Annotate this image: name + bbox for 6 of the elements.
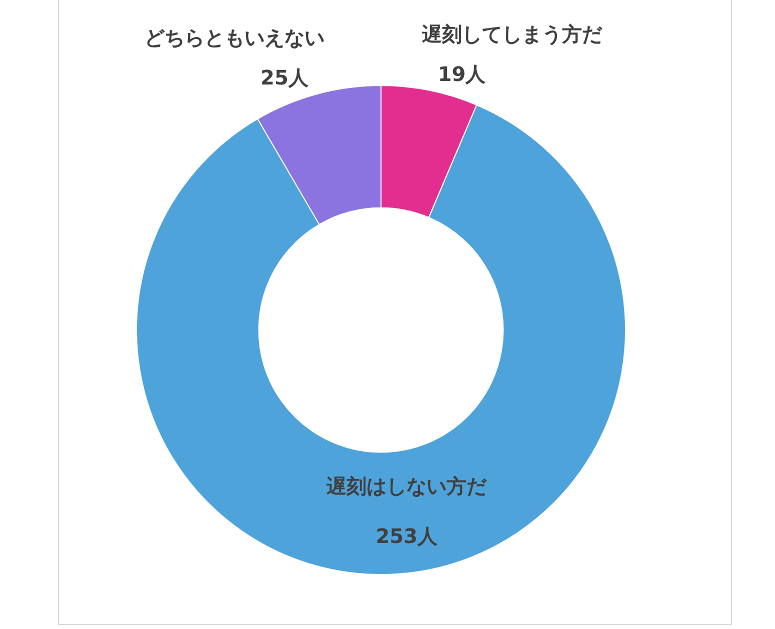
slice-label: どちらともいえない <box>144 26 324 50</box>
slice-label: 遅刻してしまう方だ <box>420 22 603 46</box>
data-label: 25人 <box>260 66 310 90</box>
data-label: 253人 <box>376 524 439 548</box>
data-label: 19人 <box>438 62 487 86</box>
slice-label: 遅刻はしない方だ <box>326 474 488 498</box>
